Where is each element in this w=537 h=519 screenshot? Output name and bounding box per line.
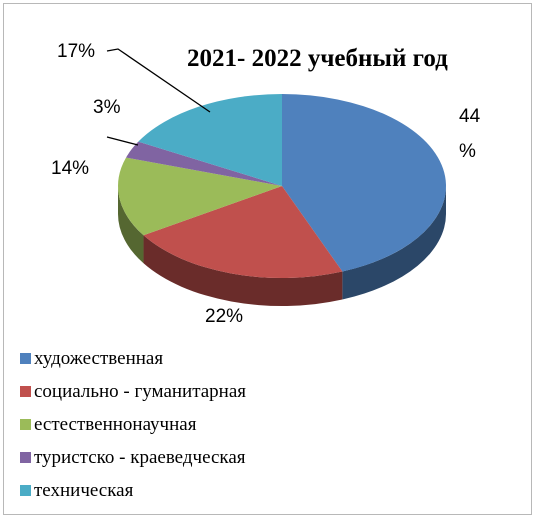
data-label-техническая: 17% [57, 41, 95, 62]
legend-label-техническая: техническая [34, 480, 134, 501]
pie-side-социально-гуманитарная [143, 235, 343, 306]
chart-frame: 2021- 2022 учебный год 44% 22% 14% 3% 17% ху… [3, 3, 532, 515]
legend-swatch-художественная [20, 353, 31, 364]
data-label-социально-гуманитарная: 22% [205, 306, 243, 327]
leader-line-техническая [106, 48, 211, 113]
pie-side-художественная [342, 186, 446, 300]
data-label-естественнонаучная: 14% [51, 158, 89, 179]
pie-side-естественнонаучная [118, 186, 144, 264]
legend-label-туристско-краеведческая: туристско - краеведческая [34, 447, 246, 468]
legend: художественная социально - гуманитарная ес… [20, 348, 246, 501]
data-labels: 44 % 22% 14% 3% 17% [51, 41, 481, 327]
pie-slice-туристско-краеведческая [126, 141, 282, 186]
legend-swatch-техническая [20, 485, 31, 496]
legend-label-естественнонаучная: естественнонаучная [34, 414, 197, 435]
pie-slice-художественная [282, 94, 447, 272]
legend-swatch-социально-гуманитарная [20, 386, 31, 397]
data-label-художественная: 44% [459, 106, 481, 162]
pie-chart: 2021- 2022 учебный год 44 % 22% 14% 3% 17% ху… [20, 41, 481, 501]
leader-line-туристско-краеведческая [106, 136, 139, 146]
legend-label-социально-гуманитарная: социально - гуманитарная [34, 381, 246, 402]
legend-swatch-туристско-краеведческая [20, 452, 31, 463]
pie-slice-техническая [138, 94, 282, 186]
legend-label-художественная: художественная [34, 348, 163, 369]
pie-slice-социально-гуманитарная [143, 186, 343, 278]
chart-title: 2021- 2022 учебный год [187, 45, 448, 72]
legend-swatch-естественнонаучная [20, 419, 31, 430]
pie-slice-естественнонаучная [118, 157, 282, 236]
data-label-туристско-краеведческая: 3% [93, 97, 121, 118]
pie-group [118, 94, 447, 306]
